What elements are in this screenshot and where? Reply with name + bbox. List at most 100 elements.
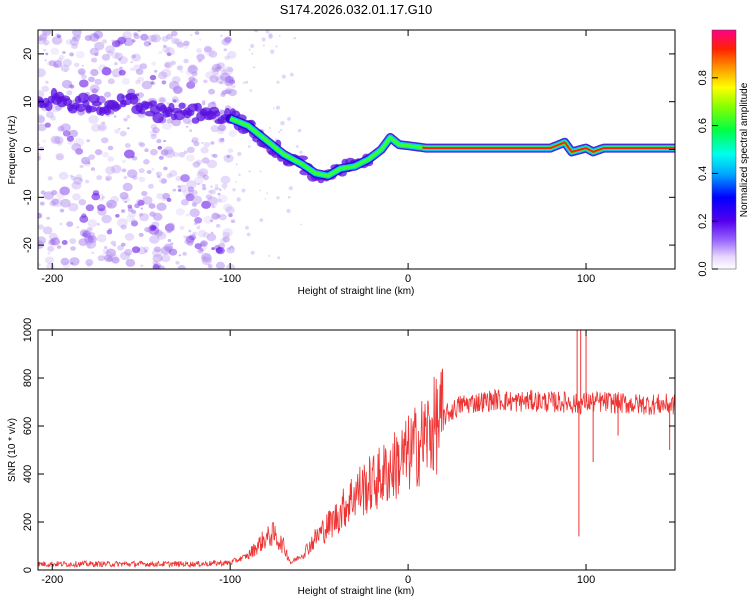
noise-blob: [111, 40, 121, 48]
noise-blob: [211, 204, 216, 209]
noise-blob: [124, 143, 131, 148]
noise-blob: [51, 36, 63, 45]
noise-blob: [206, 233, 217, 242]
noise-blob: [216, 62, 225, 70]
noise-blob: [221, 183, 228, 189]
noise-blob: [238, 173, 241, 176]
noise-blob: [112, 74, 117, 78]
noise-blob: [223, 188, 226, 190]
noise-blob: [225, 89, 231, 94]
noise-blob: [77, 68, 86, 75]
noise-blob: [162, 46, 171, 53]
noise-blob: [185, 213, 190, 217]
noise-blob: [137, 92, 145, 98]
noise-blob: [205, 71, 215, 79]
noise-blob: [113, 115, 117, 118]
noise-blob: [86, 227, 93, 232]
noise-blob: [183, 40, 190, 46]
noise-blob: [212, 69, 219, 76]
noise-blob: [195, 159, 203, 165]
noise-blob: [172, 151, 179, 158]
noise-blob: [218, 213, 227, 221]
noise-blob: [56, 34, 62, 39]
noise-blob: [262, 44, 265, 47]
noise-blob: [42, 139, 46, 143]
noise-blob: [47, 176, 53, 181]
noise-blob: [97, 204, 106, 212]
snr-marks: [38, 330, 675, 569]
noise-blob: [60, 257, 70, 266]
noise-blob: [157, 145, 163, 150]
noise-blob: [190, 34, 193, 37]
noise-blob: [207, 264, 213, 269]
noise-blob: [237, 151, 242, 157]
x-tick-label: 100: [577, 574, 595, 586]
noise-blob: [183, 150, 188, 154]
noise-blob: [60, 198, 71, 208]
noise-blob: [215, 246, 225, 255]
noise-blob: [277, 256, 281, 260]
noise-blob: [118, 69, 126, 76]
noise-blob: [98, 64, 107, 72]
noise-blob: [235, 163, 238, 166]
noise-blob: [178, 184, 188, 193]
noise-blob: [89, 47, 99, 56]
noise-blob: [75, 51, 85, 59]
noise-blob: [71, 43, 78, 49]
noise-blob: [230, 84, 236, 89]
noise-blob: [220, 34, 223, 37]
noise-blob: [51, 198, 60, 206]
noise-blob: [111, 256, 120, 264]
noise-blob: [127, 127, 130, 130]
noise-blob: [251, 52, 254, 55]
noise-blob: [178, 151, 186, 158]
snr-plot-area: [38, 330, 675, 570]
noise-blob: [86, 262, 92, 268]
noise-blob: [275, 105, 281, 110]
noise-blob: [241, 188, 246, 193]
noise-blob: [157, 175, 161, 179]
noise-blob: [228, 129, 237, 138]
noise-blob: [197, 182, 200, 186]
noise-blob: [106, 199, 117, 209]
noise-blob: [187, 65, 198, 74]
noise-blob: [114, 52, 124, 60]
colorbar-tick-label: 0.6: [697, 118, 709, 133]
noise-blob: [96, 234, 107, 243]
noise-blob: [143, 159, 150, 165]
noise-blob: [164, 62, 171, 68]
noise-blob: [141, 190, 148, 197]
noise-blob: [230, 219, 236, 223]
noise-blob: [123, 175, 128, 180]
noise-blob: [72, 30, 82, 37]
noise-blob: [217, 192, 221, 196]
noise-blob: [248, 170, 251, 173]
noise-blob: [203, 45, 212, 53]
noise-blob: [215, 261, 225, 269]
noise-blob: [56, 141, 63, 146]
noise-blob: [222, 231, 231, 239]
noise-blob: [114, 62, 118, 66]
noise-blob: [202, 102, 206, 106]
noise-blob: [54, 136, 64, 145]
noise-blob: [270, 49, 275, 54]
noise-blob: [221, 38, 230, 46]
noise-blob: [105, 166, 116, 175]
noise-blob: [191, 202, 197, 207]
noise-blob: [90, 167, 95, 171]
y-tick-label: 1000: [22, 318, 34, 342]
noise-blob: [48, 232, 58, 241]
noise-blob: [248, 48, 251, 51]
noise-blob: [180, 174, 190, 183]
noise-blob: [160, 178, 168, 184]
noise-blob: [184, 235, 193, 242]
noise-blob: [211, 101, 216, 105]
noise-blob: [181, 43, 189, 49]
noise-blob: [87, 245, 92, 249]
noise-blob: [200, 146, 209, 154]
noise-blob: [44, 256, 54, 264]
noise-blob: [38, 153, 42, 159]
ridge-blob: [178, 102, 186, 109]
noise-blob: [158, 257, 163, 261]
